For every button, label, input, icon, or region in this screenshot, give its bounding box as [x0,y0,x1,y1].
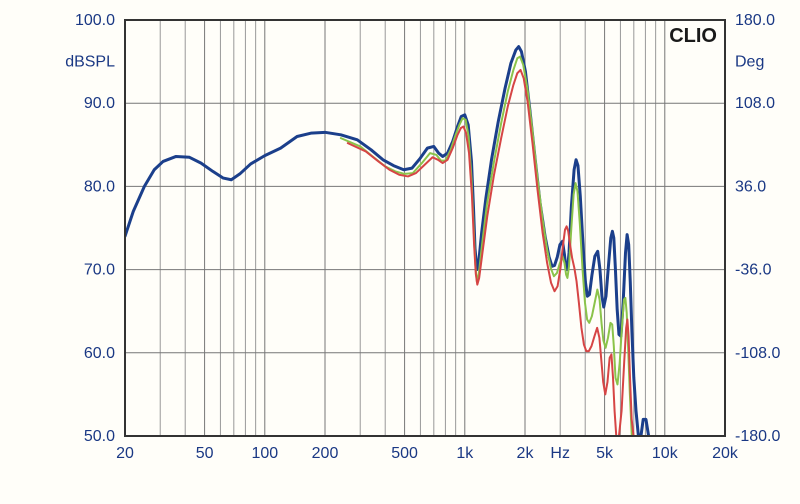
y-right-tick-label: -108.0 [735,345,780,362]
x-tick-label: 100 [251,445,278,462]
y-left-tick-label: 90.0 [84,95,115,112]
y-left-tick-label: 80.0 [84,178,115,195]
x-tick-label: 20 [116,445,134,462]
x-tick-label: 5k [596,445,614,462]
x-tick-label: 500 [391,445,418,462]
y-right-axis-label: Deg [735,54,764,71]
y-left-axis-label: dBSPL [65,54,115,71]
y-left-tick-label: 70.0 [84,262,115,279]
x-tick-label: 2k [517,445,535,462]
watermark-label: CLIO [669,25,717,47]
x-tick-label: 1k [456,445,474,462]
y-right-tick-label: 36.0 [735,178,766,195]
y-left-tick-label: 60.0 [84,345,115,362]
x-axis-unit: Hz [550,445,570,462]
y-right-tick-label: 180.0 [735,12,775,29]
x-tick-label: 20k [712,445,739,462]
frequency-response-chart: 20 50 100 200 500 1k 2k 5k 10k 20k Hz 50.0 60.0 70.0 8… [0,0,800,504]
x-tick-label: 10k [652,445,679,462]
x-tick-label: 200 [312,445,339,462]
y-right-tick-label: -180.0 [735,428,780,445]
y-right-tick-label: 108.0 [735,95,775,112]
y-right-tick-label: -36.0 [735,262,772,279]
y-left-tick-label: 100.0 [75,12,115,29]
y-left-tick-label: 50.0 [84,428,115,445]
x-tick-label: 50 [196,445,214,462]
